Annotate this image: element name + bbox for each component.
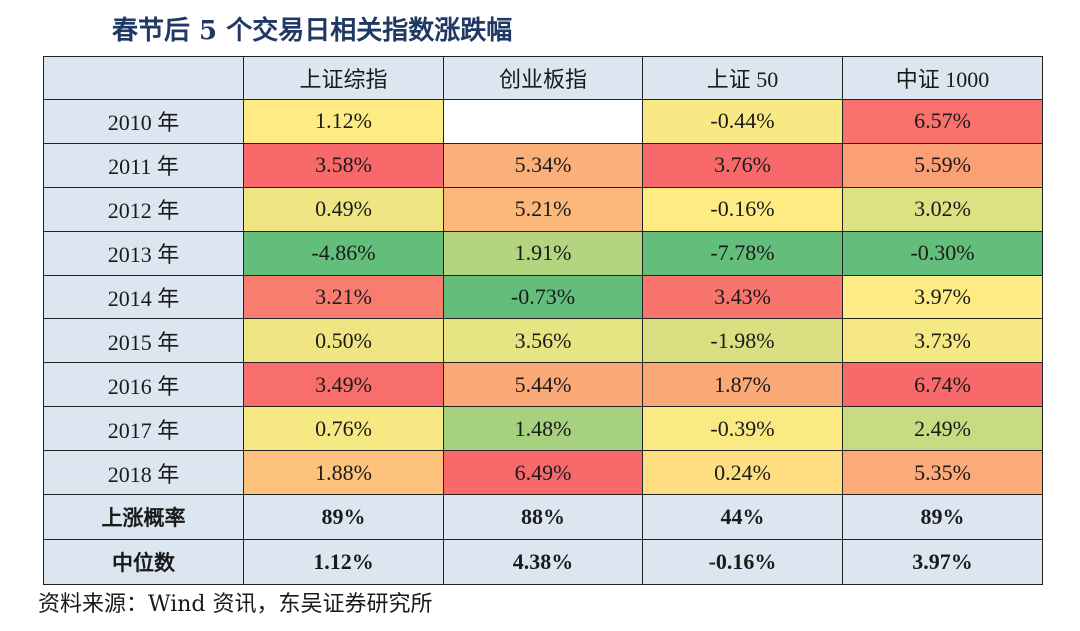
summary-cell: 1.12% (243, 538, 444, 586)
value-cell: 1.48% (443, 406, 643, 452)
table-row: 2012 年 0.49% 5.21% -0.16% 3.02% (43, 186, 1043, 232)
table-row: 2016 年 3.49% 5.44% 1.87% 6.74% (43, 362, 1043, 408)
summary-cell: 44% (642, 494, 843, 540)
row-label: 2013 年 (43, 230, 244, 276)
row-label: 2014 年 (43, 274, 244, 320)
summary-cell: -0.16% (642, 538, 843, 586)
summary-cell: 4.38% (443, 538, 643, 586)
table-row: 2014 年 3.21% -0.73% 3.43% 3.97% (43, 274, 1043, 320)
table-row: 2011 年 3.58% 5.34% 3.76% 5.59% (43, 142, 1043, 188)
value-cell: 0.76% (243, 406, 444, 452)
header-row: 上证综指 创业板指 上证 50 中证 1000 (43, 56, 1043, 100)
value-cell: 3.21% (243, 274, 444, 320)
column-header: 创业板指 (443, 56, 643, 100)
value-cell: 3.76% (642, 142, 843, 188)
value-cell: -0.30% (842, 230, 1043, 276)
value-cell: -0.39% (642, 406, 843, 452)
row-label: 2012 年 (43, 186, 244, 232)
value-cell: -0.44% (642, 99, 843, 144)
row-label: 中位数 (43, 538, 244, 586)
table-row: 2015 年 0.50% 3.56% -1.98% 3.73% (43, 318, 1043, 364)
value-cell: 1.87% (642, 362, 843, 408)
value-cell: 2.49% (842, 406, 1043, 452)
value-cell: 5.59% (842, 142, 1043, 188)
value-cell: -1.98% (642, 318, 843, 364)
row-label: 2015 年 (43, 318, 244, 364)
value-cell: 3.73% (842, 318, 1043, 364)
value-cell: 1.91% (443, 230, 643, 276)
value-cell: -0.73% (443, 274, 643, 320)
summary-cell: 89% (243, 494, 444, 540)
row-label: 2010 年 (43, 99, 244, 144)
value-cell: 0.24% (642, 450, 843, 496)
value-cell: 3.43% (642, 274, 843, 320)
index-returns-table: 上证综指 创业板指 上证 50 中证 1000 2010 年 1.12% -0.44… (43, 56, 1043, 586)
value-cell: 3.58% (243, 142, 444, 188)
value-cell: -7.78% (642, 230, 843, 276)
table-row: 2018 年 1.88% 6.49% 0.24% 5.35% (43, 450, 1043, 496)
table-title: 春节后 5 个交易日相关指数涨跌幅 (112, 16, 513, 46)
value-cell: 0.50% (243, 318, 444, 364)
value-cell: 6.74% (842, 362, 1043, 408)
row-label: 2017 年 (43, 406, 244, 452)
summary-cell: 3.97% (842, 538, 1043, 586)
source-note: 资料来源：Wind 资讯，东吴证券研究所 (38, 592, 433, 617)
value-cell: 1.12% (243, 99, 444, 144)
value-cell: 3.56% (443, 318, 643, 364)
value-cell: 5.44% (443, 362, 643, 408)
column-header: 上证 50 (642, 56, 843, 100)
table-row: 2010 年 1.12% -0.44% 6.57% (43, 99, 1043, 144)
summary-row: 上涨概率 89% 88% 44% 89% (43, 494, 1043, 540)
summary-cell: 89% (842, 494, 1043, 540)
value-cell: 3.49% (243, 362, 444, 408)
row-label: 上涨概率 (43, 494, 244, 540)
corner-cell (43, 56, 244, 100)
table-row: 2013 年 -4.86% 1.91% -7.78% -0.30% (43, 230, 1043, 276)
summary-cell: 88% (443, 494, 643, 540)
value-cell: 0.49% (243, 186, 444, 232)
row-label: 2018 年 (43, 450, 244, 496)
value-cell: 5.35% (842, 450, 1043, 496)
row-label: 2016 年 (43, 362, 244, 408)
row-label: 2011 年 (43, 142, 244, 188)
value-cell: 6.49% (443, 450, 643, 496)
table-row: 2017 年 0.76% 1.48% -0.39% 2.49% (43, 406, 1043, 452)
summary-row: 中位数 1.12% 4.38% -0.16% 3.97% (43, 538, 1043, 586)
value-cell: 5.34% (443, 142, 643, 188)
value-cell: -0.16% (642, 186, 843, 232)
value-cell: 6.57% (842, 99, 1043, 144)
value-cell: 3.97% (842, 274, 1043, 320)
value-cell (443, 99, 643, 144)
column-header: 中证 1000 (842, 56, 1043, 100)
value-cell: 1.88% (243, 450, 444, 496)
table-body: 2010 年 1.12% -0.44% 6.57% 2011 年 3.58% 5.34% 3.… (43, 99, 1043, 586)
value-cell: 3.02% (842, 186, 1043, 232)
value-cell: -4.86% (243, 230, 444, 276)
column-header: 上证综指 (243, 56, 444, 100)
value-cell: 5.21% (443, 186, 643, 232)
